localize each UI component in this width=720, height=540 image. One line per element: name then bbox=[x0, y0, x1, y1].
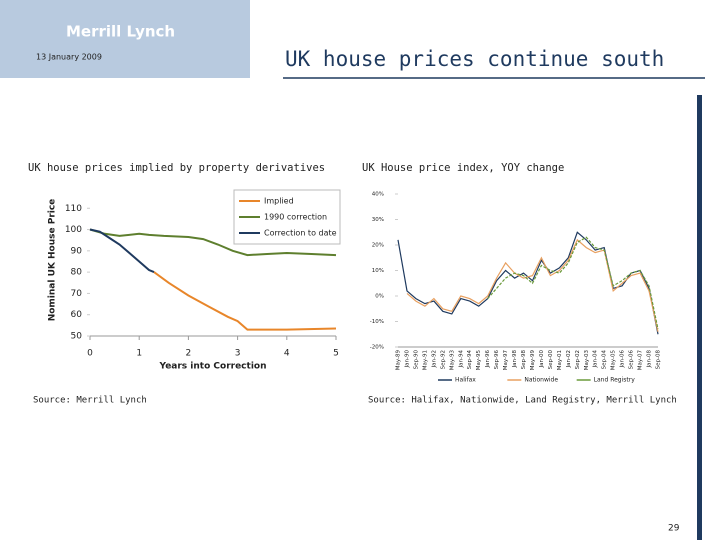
x-tick-label: Sep-08 bbox=[656, 350, 662, 370]
x-tick-label: Sep-92 bbox=[440, 350, 446, 369]
series-line bbox=[89, 228, 337, 257]
x-tick-label: 5 bbox=[333, 349, 339, 359]
x-tick-label: Jan-98 bbox=[512, 350, 518, 369]
y-tick-label: 10% bbox=[372, 268, 384, 274]
x-tick-label: Jan-04 bbox=[593, 350, 599, 369]
x-tick-label: May-01 bbox=[557, 350, 563, 370]
x-tick-label: 1 bbox=[136, 349, 142, 359]
y-tick-label: 100 bbox=[65, 225, 82, 235]
x-tick-label: May-95 bbox=[476, 350, 482, 371]
y-tick-label: 0% bbox=[375, 294, 384, 300]
legend-label: Correction to date bbox=[264, 229, 337, 238]
y-tick-label: 70 bbox=[71, 289, 83, 299]
chart-title: UK house prices implied by property deri… bbox=[28, 162, 325, 174]
x-tick-label: Jan-08 bbox=[647, 350, 653, 369]
x-tick-label: Jan-94 bbox=[458, 350, 464, 369]
y-tick-label: 30% bbox=[372, 217, 384, 223]
x-tick-label: Sep-06 bbox=[629, 350, 635, 370]
x-tick-label: Sep-96 bbox=[494, 350, 500, 370]
y-tick-label: 110 bbox=[65, 204, 82, 214]
x-tick-label: Sep-04 bbox=[602, 350, 608, 370]
x-tick-label: Jan-90 bbox=[404, 350, 410, 369]
x-tick-label: May-93 bbox=[449, 350, 455, 371]
y-tick-label: 50 bbox=[71, 332, 83, 342]
series-line bbox=[153, 271, 337, 331]
y-tick-label: -20% bbox=[370, 345, 384, 351]
legend-label: Nationwide bbox=[524, 377, 558, 384]
x-tick-label: Sep-00 bbox=[548, 350, 554, 370]
x-tick-label: May-91 bbox=[422, 350, 428, 370]
x-tick-label: Sep-02 bbox=[575, 350, 581, 369]
x-tick-label: Jan-02 bbox=[566, 350, 572, 368]
date: 13 January 2009 bbox=[36, 53, 102, 62]
series-line bbox=[487, 236, 659, 330]
legend-label: Land Registry bbox=[594, 377, 636, 384]
y-tick-label: 40% bbox=[372, 192, 384, 198]
x-tick-label: 4 bbox=[284, 349, 290, 359]
page-number: 29 bbox=[668, 524, 680, 534]
y-tick-label: -10% bbox=[370, 319, 384, 325]
y-tick-label: 20% bbox=[372, 243, 384, 249]
x-tick-label: May-07 bbox=[638, 350, 644, 371]
x-tick-label: Sep-98 bbox=[521, 350, 527, 370]
y-tick-label: 90 bbox=[71, 246, 83, 256]
logo: Merrill Lynch bbox=[66, 23, 175, 41]
x-tick-label: 2 bbox=[186, 349, 192, 359]
x-tick-label: 3 bbox=[235, 349, 241, 359]
y-tick-label: 80 bbox=[71, 268, 83, 278]
chart-source: Source: Merrill Lynch bbox=[33, 396, 147, 406]
y-axis-label: Nominal UK House Price bbox=[48, 199, 58, 322]
x-tick-label: Jan-06 bbox=[620, 350, 626, 369]
x-tick-label: 0 bbox=[87, 349, 93, 359]
x-tick-label: May-89 bbox=[396, 350, 402, 371]
chart-title: UK House price index, YOY change bbox=[362, 162, 564, 174]
x-tick-label: May-05 bbox=[611, 350, 617, 371]
side-bar bbox=[697, 95, 702, 540]
legend-label: Halifax bbox=[455, 377, 476, 384]
x-tick-label: May-97 bbox=[503, 350, 509, 371]
x-tick-label: Sep-94 bbox=[467, 350, 473, 370]
x-tick-label: Jan-00 bbox=[539, 350, 545, 369]
x-axis-label: Years into Correction bbox=[159, 362, 267, 372]
series-line bbox=[89, 228, 155, 274]
x-tick-label: Sep-90 bbox=[413, 350, 419, 370]
x-tick-label: May-99 bbox=[530, 350, 536, 371]
header-box bbox=[0, 0, 250, 78]
series-line bbox=[397, 231, 659, 335]
slide-title: UK house prices continue south bbox=[285, 47, 664, 71]
x-tick-label: Jan-92 bbox=[431, 350, 437, 368]
x-tick-label: May-03 bbox=[584, 350, 590, 371]
series-line bbox=[406, 238, 659, 332]
x-tick-label: Jan-96 bbox=[485, 350, 491, 369]
legend-label: 1990 correction bbox=[264, 213, 327, 222]
chart-source: Source: Halifax, Nationwide, Land Regist… bbox=[368, 396, 677, 406]
legend-label: Implied bbox=[264, 197, 294, 206]
y-tick-label: 60 bbox=[71, 310, 83, 320]
